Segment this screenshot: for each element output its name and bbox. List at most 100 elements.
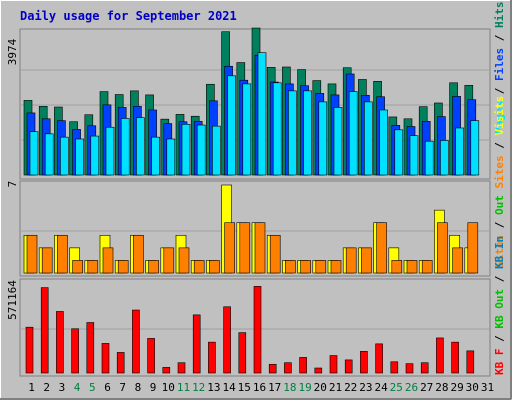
bar-pages-day-1 <box>29 131 39 176</box>
bar-sites-day-3 <box>57 234 68 274</box>
day-label-22: 22 <box>344 381 357 394</box>
bar-kbf-day-28 <box>436 337 444 374</box>
bar-kbf-day-12 <box>192 314 201 374</box>
day-label-18: 18 <box>283 381 296 394</box>
bar-pages-day-3 <box>60 136 69 176</box>
day-label-16: 16 <box>253 381 266 394</box>
bar-sites-day-8 <box>133 234 144 274</box>
bar-kbf-day-23 <box>360 351 368 374</box>
bar-sites-day-14 <box>224 222 235 274</box>
bar-pages-day-30 <box>470 120 480 176</box>
bar-sites-day-25 <box>391 260 403 274</box>
bar-sites-day-21 <box>330 260 342 274</box>
bar-sites-day-18 <box>285 260 296 274</box>
bar-pages-day-24 <box>379 109 388 176</box>
bar-kbf-day-13 <box>208 341 216 374</box>
legend-kbf: KB F <box>493 349 506 376</box>
bar-kbf-day-21 <box>329 355 338 374</box>
bar-sites-day-29 <box>452 247 463 274</box>
bar-kbf-day-7 <box>116 352 125 374</box>
kbytes-bars <box>25 286 475 374</box>
day-label-10: 10 <box>162 381 175 394</box>
hits-bars <box>23 27 480 176</box>
day-label-28: 28 <box>435 381 448 394</box>
day-label-3: 3 <box>59 381 66 394</box>
bar-sites-day-7 <box>117 260 129 274</box>
legend-pages: Pages <box>493 101 506 134</box>
bar-pages-day-5 <box>90 135 100 176</box>
bar-pages-day-19 <box>303 90 312 176</box>
day-label-24: 24 <box>374 381 388 394</box>
bar-pages-day-10 <box>166 138 176 176</box>
bar-kbf-day-6 <box>101 343 110 374</box>
bar-pages-day-28 <box>440 140 449 176</box>
bar-pages-day-14 <box>227 75 236 176</box>
bar-kbf-day-14 <box>223 306 231 374</box>
day-label-31: 31 <box>481 381 494 394</box>
bar-kbf-day-8 <box>132 309 140 374</box>
bar-kbf-day-22 <box>344 359 353 374</box>
bar-sites-day-23 <box>361 247 372 274</box>
day-label-20: 20 <box>314 381 327 394</box>
hits-ymax-label: 3974 <box>6 38 19 65</box>
day-label-27: 27 <box>420 381 433 394</box>
bar-sites-day-22 <box>345 247 357 274</box>
day-label-5: 5 <box>89 381 96 394</box>
bar-sites-day-2 <box>41 247 53 274</box>
legend-sites: Sites <box>493 235 506 268</box>
bar-kbf-day-9 <box>147 338 155 374</box>
bar-kbf-day-15 <box>238 332 247 374</box>
bar-sites-day-20 <box>315 260 327 274</box>
legend-visits-out: Out <box>493 195 506 215</box>
chart-title: Daily usage for September 2021 <box>20 9 237 23</box>
day-label-1: 1 <box>28 381 35 394</box>
kbytes-legend: KB F / KB Out / KB In <box>493 236 506 375</box>
bar-kbf-day-16 <box>253 286 262 374</box>
visits-ymax-label: 7 <box>6 181 19 188</box>
day-label-12: 12 <box>192 381 205 394</box>
hits-legend: Pages / Files / Hits <box>493 2 506 135</box>
bar-kbf-day-25 <box>390 361 399 374</box>
bar-sites-day-12 <box>193 260 205 274</box>
bar-kbf-day-26 <box>405 363 414 374</box>
bar-kbf-day-3 <box>56 311 64 374</box>
day-label-21: 21 <box>329 381 342 394</box>
day-label-26: 26 <box>405 381 418 394</box>
bar-sites-day-17 <box>269 234 281 274</box>
day-label-15: 15 <box>238 381 251 394</box>
legend-files: Files <box>493 48 506 81</box>
bar-kbf-day-24 <box>375 343 383 374</box>
bar-pages-day-17 <box>272 82 282 176</box>
bar-pages-day-12 <box>196 124 206 176</box>
bar-sites-day-16 <box>254 222 266 274</box>
bar-kbf-day-19 <box>299 357 307 374</box>
bar-pages-day-9 <box>151 136 160 176</box>
bar-kbf-day-4 <box>71 328 79 374</box>
bar-pages-day-2 <box>44 133 54 176</box>
bar-sites-day-1 <box>26 234 38 274</box>
day-label-17: 17 <box>268 381 281 394</box>
legend-sites-out: Sites <box>493 155 506 188</box>
bar-kbf-day-30 <box>466 350 475 374</box>
bar-sites-day-27 <box>421 260 433 274</box>
day-label-30: 30 <box>466 381 479 394</box>
bar-pages-day-8 <box>136 117 145 176</box>
bar-pages-day-15 <box>242 83 252 176</box>
bar-sites-day-13 <box>209 260 220 274</box>
bar-kbf-day-20 <box>314 367 323 374</box>
day-label-8: 8 <box>135 381 142 394</box>
bar-sites-day-30 <box>467 222 479 274</box>
day-label-6: 6 <box>104 381 111 394</box>
bar-kbf-day-29 <box>451 341 459 374</box>
bar-sites-day-9 <box>148 260 159 274</box>
bar-pages-day-25 <box>394 129 404 176</box>
bar-sites-day-6 <box>102 247 114 274</box>
bar-kbf-day-27 <box>420 362 429 374</box>
bar-kbf-day-10 <box>162 367 171 374</box>
legend-kbin: KB In <box>493 236 506 269</box>
day-label-29: 29 <box>450 381 463 394</box>
day-label-9: 9 <box>150 381 157 394</box>
bar-sites-day-5 <box>87 260 99 274</box>
bar-pages-day-6 <box>105 126 115 176</box>
day-label-11: 11 <box>177 381 190 394</box>
